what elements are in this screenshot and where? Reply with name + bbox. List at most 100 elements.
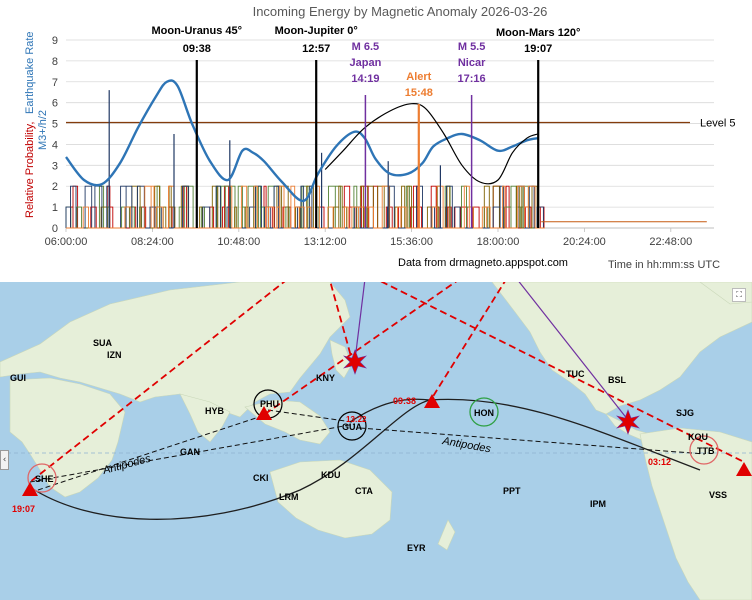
purple-link-2	[518, 282, 629, 421]
purple-link-1	[354, 282, 366, 361]
land-japan	[329, 339, 353, 379]
triangle-phu	[256, 406, 272, 420]
map-fullscreen-button[interactable]: ⛶	[732, 288, 746, 302]
map-markers	[22, 349, 752, 496]
world-map[interactable]: SUA IZN GUI HYB PHU GAN KNY GUA HON CKI …	[0, 282, 752, 600]
label-gua: GUA	[342, 422, 363, 432]
landmasses	[0, 282, 752, 600]
label-lrm: LRM	[279, 492, 299, 502]
y-axis-label-red: Relative Probability,	[24, 122, 36, 218]
y-tick-label: 5	[52, 119, 58, 131]
red-link-2	[329, 282, 353, 361]
label-gan: GAN	[180, 447, 200, 457]
x-tick-label: 18:00:00	[477, 236, 520, 248]
event-layer: Moon-Uranus 45° 09:38 Moon-Jupiter 0° 12:57…	[151, 25, 580, 228]
y-tick-label: 9	[52, 35, 58, 47]
x-tick-label: 13:12:00	[304, 236, 347, 248]
label-kny: KNY	[316, 373, 335, 383]
ring-hon	[469, 397, 499, 427]
y-tick-label: 8	[52, 56, 58, 68]
land-south-america	[639, 427, 752, 600]
label-cta: CTA	[355, 486, 373, 496]
antipode-line-3	[359, 427, 706, 455]
red-link-5	[264, 282, 458, 415]
red-link-4	[431, 282, 506, 399]
chart-svg: Incoming Energy by Magnetic Anomaly 2026…	[24, 4, 736, 271]
land-north-america	[491, 282, 752, 415]
label-sua: SUA	[93, 338, 113, 348]
quake-nicar	[616, 409, 640, 435]
y-tick-label: 1	[52, 202, 58, 214]
event-label-4-2: 17:16	[458, 73, 486, 85]
label-sjg: SJG	[676, 408, 694, 418]
event-label-2-2: 14:19	[351, 73, 379, 85]
time-1322: 13:22	[346, 415, 367, 424]
land-africa	[9, 377, 126, 498]
event-label-1-1: 12:57	[302, 43, 330, 55]
ring-ttb	[689, 435, 719, 465]
time-1907: 19:07	[12, 504, 35, 514]
chart-title: Incoming Energy by Magnetic Anomaly 2026…	[253, 4, 548, 19]
map-links	[29, 282, 745, 520]
ring-she	[27, 463, 57, 493]
event-label-5-0: Moon-Mars 120°	[496, 27, 580, 39]
chart-panel: Incoming Energy by Magnetic Anomaly 2026…	[0, 0, 752, 280]
triangle-she	[22, 482, 38, 496]
label-vss: VSS	[709, 490, 727, 500]
event-label-2-1: Japan	[350, 57, 382, 69]
label-kdu: KDU	[321, 470, 341, 480]
land-australia	[269, 459, 393, 539]
event-label-5-1: 19:07	[524, 43, 552, 55]
label-kou: KOU	[688, 432, 708, 442]
level-5-label: Level 5	[700, 118, 735, 130]
tick-layer: 0 1 2 3 4 5 6 7 8 9 06:00:00 08:24:00 10:48:00 13:12:…	[45, 35, 736, 248]
quake-japan	[343, 349, 367, 375]
y-axis-label-blue: Earthquake Rate	[24, 31, 36, 114]
label-ppt: PPT	[503, 486, 521, 496]
series-line-0	[65, 79, 538, 203]
label-cki: CKI	[253, 473, 269, 483]
label-gui: GUI	[10, 373, 26, 383]
triangle-hon	[424, 394, 440, 408]
energy-arc-upper	[349, 398, 431, 423]
event-label-0-0: Moon-Uranus 45°	[151, 25, 242, 37]
red-link-1	[29, 282, 286, 483]
map-svg: SUA IZN GUI HYB PHU GAN KNY GUA HON CKI …	[0, 282, 752, 600]
x-tick-label: 06:00:00	[45, 236, 88, 248]
antipode-line-2	[37, 413, 269, 491]
label-tuc: TUC	[566, 369, 585, 379]
series-line-1	[324, 103, 538, 185]
label-she: SHE	[35, 474, 54, 484]
y-tick-label: 4	[52, 139, 58, 151]
event-label-4-0: M 5.5	[458, 41, 486, 53]
time-0312: 03:12	[648, 457, 671, 467]
red-link-3	[380, 282, 745, 463]
y-tick-label: 3	[52, 160, 58, 172]
x-tick-label: 08:24:00	[131, 236, 174, 248]
event-label-3-0: Alert	[406, 71, 431, 83]
energy-arc-long	[29, 398, 701, 520]
y-tick-label: 0	[52, 223, 58, 235]
event-label-3-1: 15:48	[405, 87, 433, 99]
data-source-label: Data from drmagneto.appspot.com	[398, 257, 568, 269]
y-tick-label: 2	[52, 181, 58, 193]
x-tick-label: 22:48:00	[649, 236, 692, 248]
land-india	[179, 393, 231, 443]
y-axis-label-blue2: M3+/h/2	[37, 110, 49, 150]
label-phu: PHU	[260, 399, 279, 409]
series-layer	[65, 79, 538, 203]
label-hon: HON	[474, 408, 494, 418]
label-ttb: TTB	[697, 446, 715, 456]
event-label-0-1: 09:38	[183, 43, 211, 55]
event-label-1-0: Moon-Jupiter 0°	[275, 25, 358, 37]
label-izn: IZN	[107, 350, 122, 360]
x-tick-label: 20:24:00	[563, 236, 606, 248]
land-new-zealand	[437, 519, 456, 551]
map-expand-button[interactable]: ‹	[0, 450, 9, 470]
triangle-sa	[736, 462, 752, 476]
event-label-4-1: Nicar	[458, 57, 486, 69]
ring-gua	[337, 411, 367, 441]
label-bsl: BSL	[608, 375, 627, 385]
x-tick-label: 15:36:00	[390, 236, 433, 248]
label-eyr: EYR	[407, 543, 426, 553]
